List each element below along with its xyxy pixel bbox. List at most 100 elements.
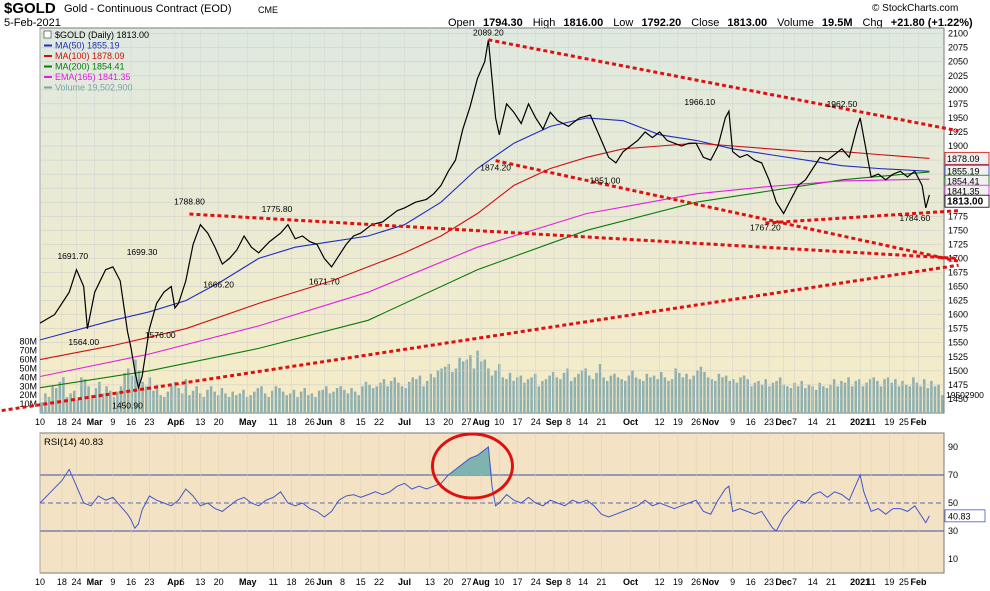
chart-credit: © StockCharts.com (872, 3, 959, 14)
x-tick-label: 27 (461, 417, 471, 427)
volume-bar (307, 395, 310, 413)
volume-bar (649, 377, 652, 413)
x-tick-label: 8 (340, 417, 345, 427)
volume-bar (303, 388, 306, 413)
x-tick-label: 9 (730, 417, 735, 427)
x-tick-label: 22 (374, 577, 384, 587)
chart-exchange: CME (258, 5, 278, 15)
rsi-last-value-tag (944, 509, 986, 523)
volume-bar (148, 377, 152, 413)
volume-bar (108, 390, 112, 413)
rsi-tick-label: 50 (948, 498, 958, 508)
volume-bar (598, 364, 602, 413)
x-tick-label: 26 (691, 577, 701, 587)
volume-bar (681, 377, 685, 413)
x-tick-label: Nov (702, 577, 719, 587)
volume-bar (620, 379, 623, 413)
volume-bar (137, 370, 141, 413)
volume-bar (321, 389, 324, 413)
rsi-highlight-circle (430, 432, 514, 500)
x-tick-label: 23 (764, 577, 774, 587)
price-tick-label: 1475 (948, 380, 968, 390)
volume-bar (861, 386, 865, 413)
price-tick-label: 1575 (948, 324, 968, 334)
last-value-label: 1854.41 (947, 177, 980, 187)
volume-bar (796, 386, 800, 413)
x-tick-label: 18 (57, 417, 67, 427)
volume-bar (670, 379, 674, 413)
volume-bar (634, 377, 638, 413)
price-annotation: 1576.00 (145, 330, 176, 340)
ohlc-key: Close (691, 17, 723, 29)
x-tick-label: Jul (398, 577, 411, 587)
volume-bar (742, 375, 746, 413)
x-tick-label: 9 (730, 577, 735, 587)
ohlc-summary: Open 1794.30 High 1816.00 Low 1792.20 Close… (448, 17, 983, 29)
volume-bar (105, 386, 108, 413)
volume-bar (375, 386, 379, 413)
volume-bar (876, 380, 879, 413)
volume-bar (858, 379, 861, 413)
x-tick-label: 25 (899, 577, 909, 587)
x-tick-label: 21 (826, 577, 836, 587)
volume-bar (732, 379, 735, 413)
volume-bar (407, 381, 411, 413)
volume-bar (508, 372, 512, 413)
volume-bar (170, 386, 173, 413)
volume-bar (346, 393, 350, 413)
rsi-last-value-label: 40.83 (948, 511, 971, 521)
price-tick-label: 1725 (948, 239, 968, 249)
volume-bar (886, 377, 890, 413)
ohlc-value: +21.80 (+1.22%) (890, 17, 973, 29)
price-tick-label: 2100 (948, 29, 968, 39)
volume-bar (674, 368, 677, 413)
legend-item: MA(100) 1878.09 (55, 51, 125, 61)
x-tick-label: Dec (775, 577, 792, 587)
x-tick-label: Oct (623, 417, 638, 427)
volume-bar (933, 386, 937, 413)
x-tick-label: 8 (566, 577, 571, 587)
price-annotation: 1767.20 (750, 223, 781, 233)
volume-bar (98, 381, 101, 413)
volume-bar (184, 379, 188, 413)
volume-tick-label: 30M (19, 381, 37, 391)
volume-bar (559, 379, 562, 413)
volume-bar (235, 395, 238, 413)
volume-bar (465, 359, 469, 413)
volume-bar (90, 395, 94, 413)
volume-bar (912, 377, 915, 413)
volume-bar (800, 380, 803, 413)
x-tick-label: 26 (691, 417, 701, 427)
volume-bar (609, 375, 613, 413)
volume-bar (868, 379, 872, 413)
volume-bar (314, 396, 317, 413)
volume-bar (343, 389, 346, 413)
x-tick-label: 16 (746, 577, 756, 587)
x-tick-label: 18 (287, 417, 297, 427)
volume-bar (123, 372, 126, 413)
chart-date: 5-Feb-2021 (4, 17, 61, 29)
volume-bar (353, 391, 357, 413)
x-tick-label: 13 (195, 577, 205, 587)
price-tick-label: 1550 (948, 338, 968, 348)
volume-bar (843, 382, 847, 413)
volume-bar (919, 386, 922, 413)
price-tick-label: 1625 (948, 296, 968, 306)
price-annotation: 1564.00 (68, 337, 99, 347)
x-tick-label: 6 (180, 577, 185, 587)
volume-bar (703, 372, 706, 413)
volume-bar (548, 375, 551, 413)
x-tick-label: 18 (57, 577, 67, 587)
price-annotation: 1775.80 (262, 204, 293, 214)
x-tick-label: Oct (623, 577, 638, 587)
x-tick-label: 11 (269, 577, 278, 587)
volume-bar (699, 366, 703, 413)
volume-bar (533, 373, 537, 413)
x-tick-label: 14 (578, 577, 588, 587)
price-tick-label: 1750 (948, 225, 968, 235)
chart-symbol: $GOLD (4, 0, 56, 17)
volume-bar (141, 381, 144, 413)
price-annotation: 1874.20 (480, 163, 511, 173)
volume-bar (130, 375, 134, 413)
